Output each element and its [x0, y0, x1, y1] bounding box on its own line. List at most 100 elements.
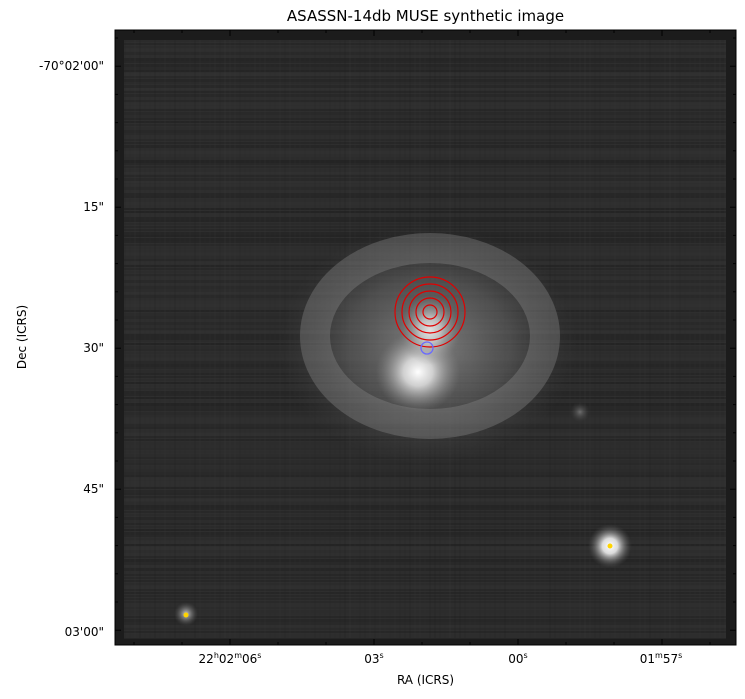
vertical-stripe	[619, 40, 621, 638]
stripe	[124, 223, 726, 225]
stripe	[124, 118, 726, 120]
stripe	[124, 130, 726, 133]
contour-ring	[415, 297, 445, 327]
x-tick-label: 01m57s	[640, 651, 683, 666]
stripe	[124, 61, 726, 63]
vertical-stripe	[179, 40, 181, 638]
vertical-stripe	[249, 40, 251, 638]
y-tick-label: 03'00"	[65, 625, 104, 639]
stripe	[124, 565, 726, 567]
vertical-stripe	[159, 40, 161, 638]
vertical-stripe	[139, 40, 141, 638]
stripe	[124, 556, 726, 558]
vertical-stripe	[189, 40, 191, 638]
galaxy-ring	[300, 233, 560, 439]
stripe	[124, 472, 726, 475]
yellow-dot-marker	[183, 612, 189, 618]
stripe	[124, 523, 726, 525]
stripe	[124, 508, 726, 510]
vertical-stripe	[244, 40, 246, 638]
stripe	[124, 163, 726, 165]
vertical-stripe	[704, 40, 706, 638]
stripe	[124, 79, 726, 82]
vertical-stripe	[154, 40, 156, 638]
vertical-stripe	[639, 40, 641, 638]
stripe	[124, 595, 726, 597]
x-tick-label: 22h02m06s	[199, 651, 262, 666]
stripe	[124, 490, 726, 493]
stripe	[124, 148, 726, 150]
vertical-stripe	[184, 40, 186, 638]
vertical-stripe	[134, 40, 136, 638]
vertical-stripe	[684, 40, 686, 638]
vertical-stripe	[259, 40, 261, 638]
stripe	[124, 97, 726, 99]
stripe	[124, 616, 726, 618]
stripe	[124, 70, 726, 72]
contour-ring	[401, 283, 459, 341]
stripe	[124, 190, 726, 192]
stripe	[124, 529, 726, 531]
stripe	[124, 601, 726, 603]
stripe	[124, 478, 726, 480]
vertical-stripe	[264, 40, 266, 638]
stripe	[124, 541, 726, 544]
vertical-stripe	[219, 40, 221, 638]
stripe	[124, 496, 726, 498]
stripe	[124, 214, 726, 217]
stripe	[124, 559, 726, 562]
stripe	[124, 634, 726, 637]
x-tick-label: 03s	[364, 651, 383, 666]
vertical-stripe	[604, 40, 606, 638]
stripe	[124, 115, 726, 118]
vertical-stripe	[679, 40, 681, 638]
stripe	[124, 43, 726, 45]
vertical-stripe	[204, 40, 206, 638]
stripe	[124, 487, 726, 489]
stripe	[124, 481, 726, 484]
stripe	[124, 589, 726, 591]
stripe	[124, 124, 726, 126]
stripe	[124, 67, 726, 70]
stripe	[124, 64, 726, 67]
image-data	[124, 40, 726, 639]
vertical-stripe	[654, 40, 656, 638]
stripe	[124, 637, 726, 639]
tick-marks	[115, 30, 736, 645]
vertical-stripe	[664, 40, 666, 638]
stripe	[124, 580, 726, 582]
stripe	[124, 187, 726, 190]
stripe	[124, 169, 726, 172]
stripe	[124, 133, 726, 135]
stripe	[124, 91, 726, 93]
stripe	[124, 196, 726, 198]
stripe	[124, 493, 726, 495]
stripe	[124, 112, 726, 115]
vertical-stripe	[274, 40, 276, 638]
stripe	[124, 607, 726, 609]
stripe	[124, 613, 726, 615]
stripe	[124, 571, 726, 574]
stripe	[124, 622, 726, 625]
vertical-stripe	[719, 40, 721, 638]
vertical-stripe	[714, 40, 716, 638]
stripe	[124, 178, 726, 181]
stripe	[124, 208, 726, 210]
stripe	[124, 49, 726, 51]
stripe	[124, 526, 726, 528]
vertical-stripe	[669, 40, 671, 638]
vertical-stripe	[239, 40, 241, 638]
y-tick-label: 45"	[83, 482, 104, 496]
stripe	[124, 139, 726, 141]
stripe	[124, 94, 726, 97]
stripe	[124, 136, 726, 138]
stripe	[124, 55, 726, 57]
vertical-stripe	[234, 40, 236, 638]
y-tick-labels: -70°02'00" 15" 30" 45" 03'00"	[39, 59, 104, 639]
stripe	[124, 619, 726, 622]
vertical-stripe	[674, 40, 676, 638]
stripe	[124, 175, 726, 177]
vertical-stripe	[659, 40, 661, 638]
stripe	[124, 157, 726, 160]
